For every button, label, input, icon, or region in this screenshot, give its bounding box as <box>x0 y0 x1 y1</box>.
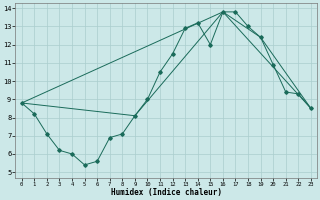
X-axis label: Humidex (Indice chaleur): Humidex (Indice chaleur) <box>111 188 222 197</box>
